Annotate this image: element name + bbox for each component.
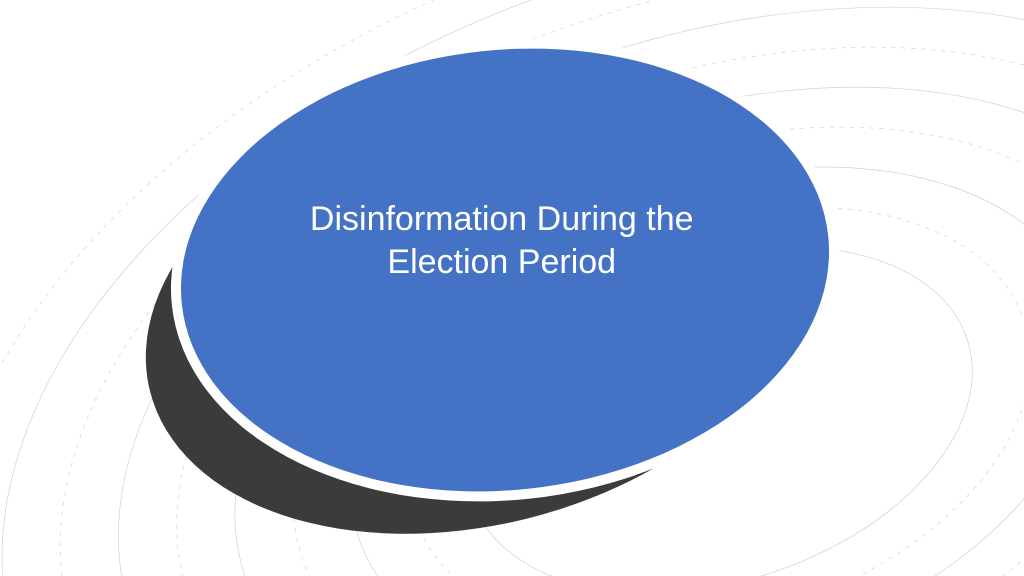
slide-title: Disinformation During the Election Perio… (250, 198, 754, 283)
title-line-1: Disinformation During the (310, 200, 694, 238)
title-line-2: Election Period (388, 242, 617, 280)
slide: Disinformation During the Election Perio… (0, 0, 1024, 576)
